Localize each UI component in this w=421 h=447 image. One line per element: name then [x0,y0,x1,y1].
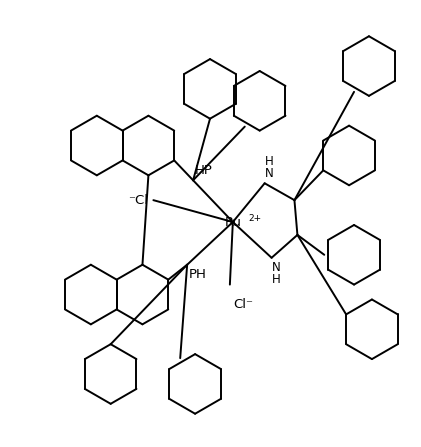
Text: N
H: N H [272,261,280,286]
Text: HP: HP [195,164,213,177]
Text: ⁻Cl: ⁻Cl [128,194,149,207]
Text: H
N: H N [265,155,273,180]
Text: Ru: Ru [224,215,241,228]
Text: Cl⁻: Cl⁻ [233,298,253,311]
Text: 2+: 2+ [249,214,262,223]
Text: PH: PH [189,268,207,281]
